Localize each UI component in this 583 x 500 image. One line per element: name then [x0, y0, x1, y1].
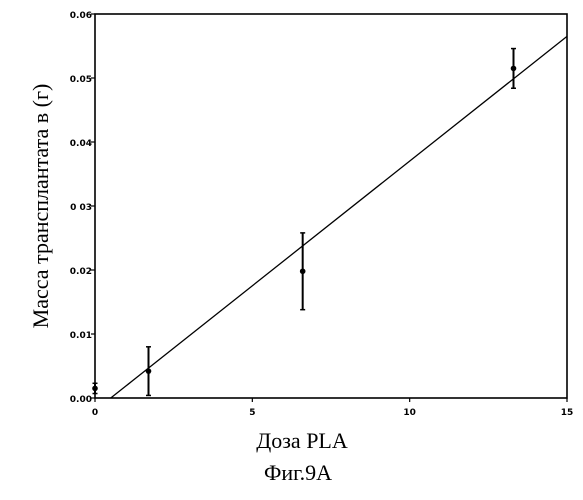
x-tick-label: 15: [561, 408, 574, 418]
data-point: [300, 268, 306, 274]
x-tick-label: 0: [92, 408, 98, 418]
data-points-group: [92, 49, 516, 396]
y-tick-label: 0.05: [70, 75, 92, 85]
figure-caption: Фиг.9А: [264, 460, 332, 485]
regression-line: [111, 36, 567, 398]
x-axis-ticks: 0 5 10 15: [92, 398, 573, 418]
y-tick-label: 0.00: [70, 395, 92, 405]
data-point: [92, 386, 98, 392]
y-axis-label: Масса трансплантата в (г): [28, 84, 53, 329]
data-point: [146, 368, 152, 374]
fit-line-group: [111, 36, 567, 398]
x-tick-label: 10: [403, 408, 416, 418]
plot-frame: [95, 14, 567, 398]
x-tick-label: 5: [249, 408, 255, 418]
y-tick-label: 0.02: [70, 267, 92, 277]
y-tick-label: 0.01: [70, 331, 92, 341]
plot-area: [95, 14, 567, 398]
y-tick-label: 0.06: [70, 11, 92, 21]
y-axis-ticks: 0.00 0.01 0.02 0 03 0.04 0.05 0.06: [70, 11, 95, 405]
x-axis-label: Доза PLA: [256, 428, 348, 453]
y-tick-label: 0.04: [70, 139, 92, 149]
data-point: [511, 66, 517, 72]
y-tick-label: 0 03: [70, 203, 92, 213]
